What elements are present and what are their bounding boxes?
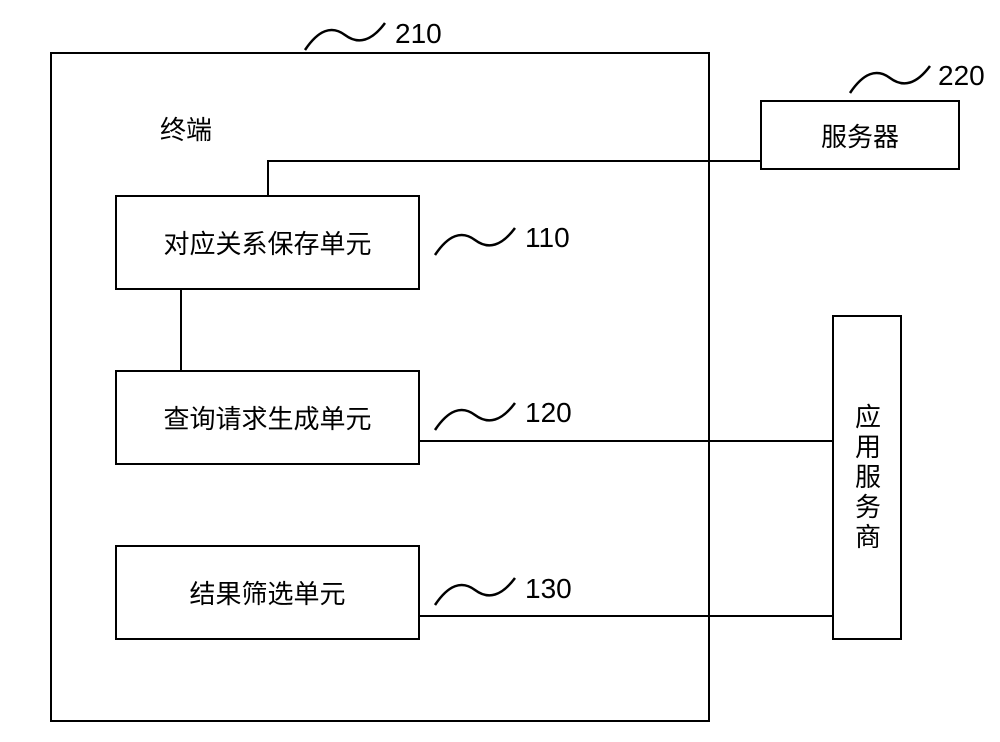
unit-110-label: 对应关系保存单元 [163, 224, 371, 261]
server-box: 服务器 [760, 100, 960, 170]
provider-label: 应用服务商 [849, 403, 886, 553]
conn-130-provider [420, 615, 832, 617]
terminal-label: 终端 [160, 110, 212, 147]
unit-130-box: 结果筛选单元 [115, 545, 420, 640]
unit-130-label: 结果筛选单元 [189, 574, 345, 611]
callout-num-120: 120 [525, 397, 572, 429]
callout-wave-120 [430, 395, 520, 435]
callout-wave-130 [430, 570, 520, 610]
callout-wave-220 [845, 58, 935, 98]
callout-num-220: 220 [938, 60, 985, 92]
conn-120-provider [420, 440, 832, 442]
callout-num-130: 130 [525, 573, 572, 605]
conn-110-server-h [267, 160, 762, 162]
unit-110-box: 对应关系保存单元 [115, 195, 420, 290]
server-label: 服务器 [821, 117, 899, 154]
callout-num-210: 210 [395, 18, 442, 50]
unit-120-box: 查询请求生成单元 [115, 370, 420, 465]
unit-120-label: 查询请求生成单元 [163, 399, 371, 436]
provider-box: 应用服务商 [832, 315, 902, 640]
conn-110-120 [180, 290, 182, 370]
callout-num-110: 110 [525, 222, 570, 254]
callout-wave-110 [430, 220, 520, 260]
conn-110-server-v [267, 160, 269, 195]
callout-wave-210 [300, 15, 390, 55]
